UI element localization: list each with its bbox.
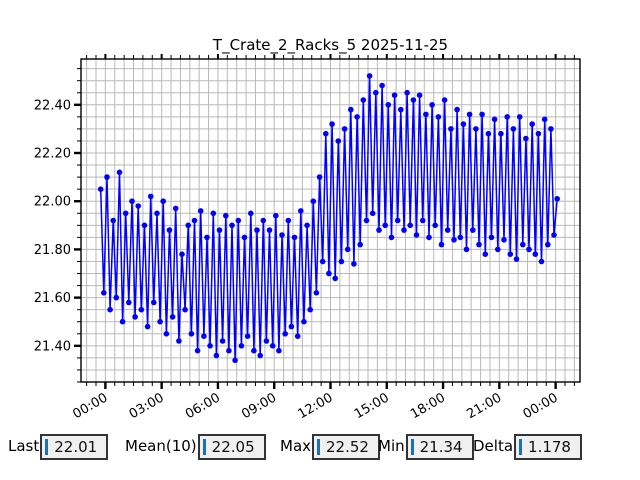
svg-text:06:00: 06:00 xyxy=(183,390,223,422)
svg-text:22.00: 22.00 xyxy=(34,195,71,210)
chart-title: T_Crate_2_Racks_5 2025-11-25 xyxy=(212,36,449,54)
min-label: Min xyxy=(378,437,405,455)
text-cursor xyxy=(410,438,414,455)
text-cursor xyxy=(45,438,49,455)
text-cursor xyxy=(202,438,206,455)
text-cursor xyxy=(317,438,321,455)
svg-text:21.40: 21.40 xyxy=(34,339,71,354)
max-entry[interactable]: 22.52 xyxy=(312,433,381,460)
svg-text:21.80: 21.80 xyxy=(34,243,71,258)
mean-value: 22.05 xyxy=(211,437,255,456)
delta-label: Delta xyxy=(473,437,514,455)
last-value: 22.01 xyxy=(54,437,98,456)
svg-text:00:00: 00:00 xyxy=(70,390,110,422)
stat-mean: Mean(10) 22.05 xyxy=(125,433,266,460)
svg-text:21.60: 21.60 xyxy=(34,291,71,306)
svg-text:03:00: 03:00 xyxy=(127,390,167,422)
min-entry[interactable]: 21.34 xyxy=(405,433,474,460)
svg-text:15:00: 15:00 xyxy=(352,390,392,422)
axis-ticks xyxy=(74,54,575,389)
svg-text:12:00: 12:00 xyxy=(296,390,336,422)
last-entry[interactable]: 22.01 xyxy=(40,433,109,460)
delta-entry[interactable]: 1.178 xyxy=(514,433,583,460)
delta-value: 1.178 xyxy=(528,437,571,456)
min-value: 21.34 xyxy=(419,437,463,456)
trend-chart: 21.40 21.60 21.80 22.00 22.20 22.40 00:00 03:00… xyxy=(34,54,581,422)
stat-delta: Delta 1.178 xyxy=(473,433,583,460)
svg-text:18:00: 18:00 xyxy=(408,390,448,422)
svg-text:22.40: 22.40 xyxy=(34,98,71,113)
svg-text:21:00: 21:00 xyxy=(464,390,504,422)
stat-max: Max 22.52 xyxy=(280,433,381,460)
svg-text:09:00: 09:00 xyxy=(239,390,279,422)
svg-text:22.20: 22.20 xyxy=(34,147,71,162)
stat-last: Last 22.01 xyxy=(8,433,109,460)
mean-entry[interactable]: 22.05 xyxy=(197,433,266,460)
max-label: Max xyxy=(280,437,312,455)
last-label: Last xyxy=(8,437,40,455)
mean-label: Mean(10) xyxy=(125,437,197,455)
text-cursor xyxy=(519,438,523,455)
svg-text:00:00: 00:00 xyxy=(521,390,561,422)
stat-min: Min 21.34 xyxy=(378,433,474,460)
data-series xyxy=(97,73,560,364)
max-value: 22.52 xyxy=(326,437,369,456)
